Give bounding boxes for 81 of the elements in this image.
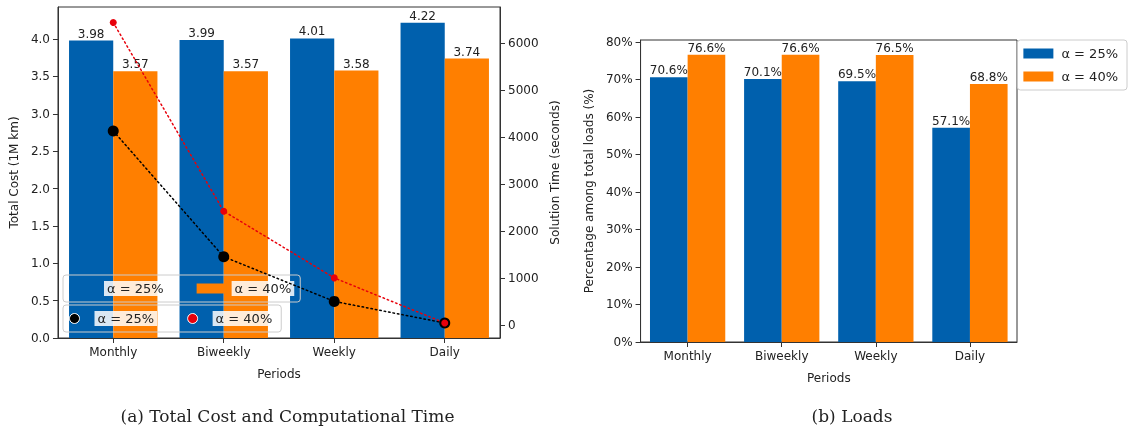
x-tick-label: Weekly (854, 349, 898, 363)
y-tick-label: 60% (605, 109, 633, 124)
x-tick-label: Daily (429, 345, 460, 359)
x-tick-label: Monthly (663, 349, 712, 363)
y-tick-label: 4.0 (30, 32, 50, 47)
y2-tick-label: 4000 (508, 130, 539, 145)
data-label: 76.5% (875, 41, 914, 56)
x-tick-label: Monthly (89, 345, 138, 359)
x-axis-title: Periods (806, 371, 851, 385)
bar (400, 22, 445, 338)
y-tick-label: 0% (613, 335, 633, 349)
legend-label: α = 40% (234, 281, 292, 296)
data-label: 3.57 (121, 57, 149, 72)
bar (334, 70, 379, 338)
y-axis-title: Total Cost (1M km) (7, 116, 21, 230)
data-label: 4.01 (298, 24, 326, 39)
y2-tick-label: 1000 (508, 270, 539, 285)
data-label: 3.98 (77, 26, 105, 41)
bar (969, 83, 1008, 342)
legend-label: α = 25% (107, 281, 164, 296)
point (328, 295, 340, 307)
point (218, 251, 230, 263)
data-label: 68.8% (969, 69, 1008, 84)
bar (838, 81, 876, 342)
legend-label: α = 25% (1061, 46, 1118, 61)
y-tick-label: 0.0 (30, 331, 50, 345)
bar (290, 38, 335, 338)
point (109, 19, 117, 26)
bar (875, 55, 914, 342)
bar (744, 79, 782, 342)
y-tick-label: 40% (605, 184, 633, 199)
bar (687, 54, 726, 342)
data-label: 69.5% (837, 67, 877, 82)
data-label: 70.1% (743, 65, 782, 80)
x-tick-label: Biweekly (196, 345, 251, 359)
data-label: 76.6% (687, 40, 726, 55)
legend-label: α = 40% (215, 311, 273, 326)
y-tick-label: 50% (605, 147, 633, 162)
point (330, 274, 338, 282)
data-label: 3.99 (188, 25, 215, 40)
y-tick-label: 0.5 (30, 293, 50, 308)
bar (444, 58, 489, 338)
data-label: 70.6% (649, 63, 688, 78)
data-label: 3.58 (342, 56, 370, 71)
y-tick-label: 70% (605, 72, 633, 87)
legend-label: α = 25% (97, 311, 155, 326)
y2-tick-label: 2000 (508, 223, 539, 238)
y-tick-label: 30% (605, 222, 633, 237)
y-tick-label: 1.0 (30, 256, 50, 271)
y-axis-title: Percentage among total loads (%) (582, 88, 596, 294)
legend-label: α = 40% (1061, 69, 1118, 84)
data-label: 76.6% (781, 40, 820, 55)
y-tick-label: 20% (605, 259, 633, 274)
y-tick-label: 10% (605, 297, 633, 312)
x-axis-title: Periods (257, 367, 301, 381)
y-tick-label: 80% (605, 34, 633, 49)
y-tick-label: 1.5 (30, 218, 50, 233)
y-tick-label: 3.0 (30, 106, 50, 121)
data-label: 57.1% (932, 113, 971, 128)
data-label: 4.22 (409, 8, 437, 23)
y2-tick-label: 5000 (508, 83, 539, 98)
y2-tick-label: 3000 (508, 177, 539, 191)
data-label: 3.57 (232, 57, 260, 72)
y2-tick-label: 0 (508, 317, 516, 332)
y2-tick-label: 6000 (508, 36, 539, 51)
x-tick-label: Daily (954, 349, 986, 363)
y-tick-label: 3.5 (30, 69, 50, 84)
point (220, 207, 228, 215)
data-label: 3.74 (453, 44, 481, 59)
point (107, 125, 119, 137)
x-tick-label: Weekly (312, 345, 356, 359)
text: (a) Total Cost and Computational Time (120, 405, 455, 426)
bar (781, 54, 820, 342)
y-tick-label: 2.5 (30, 144, 50, 159)
text: (b) Loads (811, 405, 893, 426)
y-tick-label: 2.0 (30, 181, 50, 196)
x-tick-label: Biweekly (754, 349, 809, 363)
bar (649, 77, 688, 342)
bar (179, 39, 224, 338)
bar (932, 127, 970, 342)
y2-axis-title: Solution Time (seconds) (548, 100, 563, 245)
